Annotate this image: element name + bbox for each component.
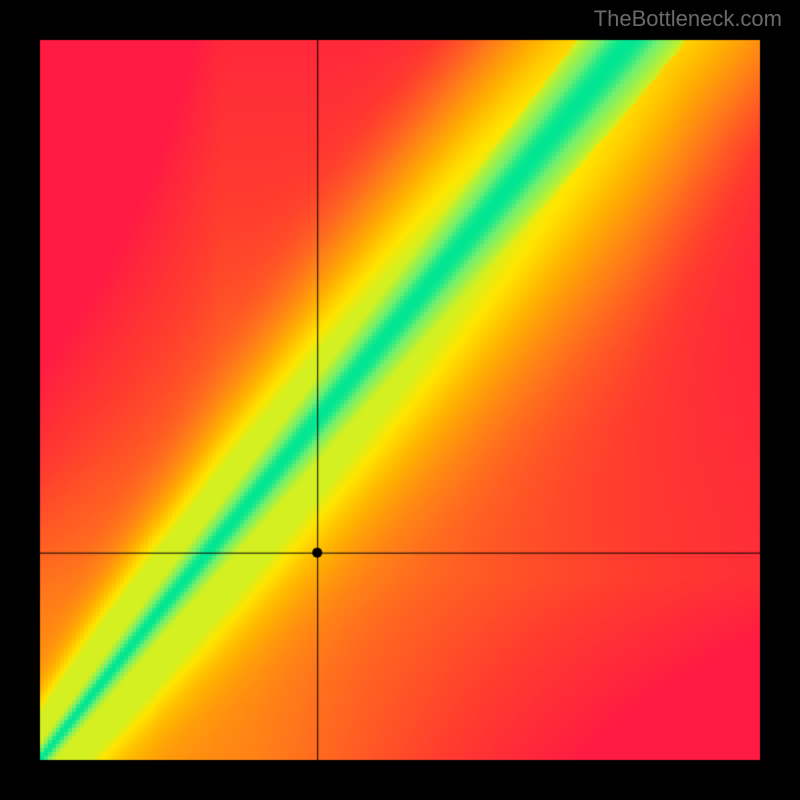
chart-container: TheBottleneck.com [0, 0, 800, 800]
bottleneck-heatmap-canvas [0, 0, 800, 800]
watermark-text: TheBottleneck.com [594, 6, 782, 32]
